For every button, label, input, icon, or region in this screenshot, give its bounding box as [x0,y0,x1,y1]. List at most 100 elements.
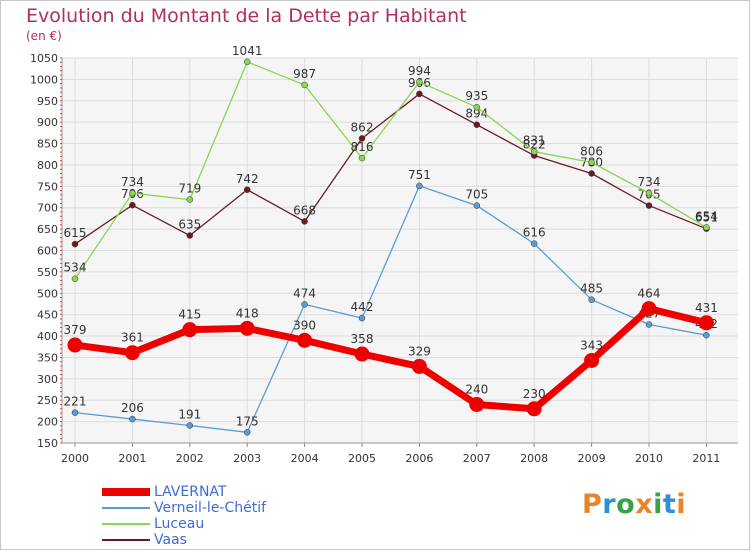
data-point-lavernat [354,346,370,362]
data-point-luceau [129,189,136,197]
data-point-vaas [358,135,366,142]
chart-subtitle: (en €) [26,29,62,43]
data-point-lavernat [698,315,714,331]
data-label-vaas: 862 [351,120,374,134]
x-tick-label: 2010 [635,452,663,465]
y-tick-label: 350 [37,351,58,364]
data-point-vaas [71,240,79,248]
legend-label-vaas: Vaas [154,532,187,548]
y-tick-label: 650 [37,223,58,236]
data-point-lavernat [469,397,485,412]
x-tick-label: 2006 [405,452,433,465]
data-label-verneil-le-ch-tif: 442 [351,300,374,314]
data-label-verneil-le-ch-tif: 206 [121,401,144,415]
data-label-verneil-le-ch-tif: 616 [523,226,546,240]
data-point-luceau [301,81,308,89]
data-point-verneil-le-ch-tif [301,301,308,308]
legend-label-lavernat: LAVERNAT [154,484,227,500]
y-tick-label: 1050 [30,52,58,65]
data-label-luceau: 994 [408,64,431,78]
legend-item-vaas: Vaas [102,532,322,548]
data-point-luceau [473,103,481,111]
legend-swatch-verneil [102,507,150,509]
legend-item-lavernat: LAVERNAT [102,484,322,500]
data-point-lavernat [67,337,83,353]
data-label-luceau: 734 [121,175,144,189]
y-tick-label: 450 [37,309,58,322]
x-tick-label: 2001 [118,452,146,465]
y-tick-label: 600 [37,245,58,258]
data-label-luceau: 654 [695,209,718,223]
data-label-luceau: 816 [351,140,374,154]
y-tick-label: 500 [37,287,58,300]
data-point-vaas [243,186,251,194]
data-label-lavernat: 240 [465,383,488,397]
data-label-vaas: 742 [236,172,259,186]
data-label-luceau: 831 [523,134,546,148]
data-label-lavernat: 390 [293,318,316,332]
y-tick-label: 850 [37,138,58,151]
series-line-vaas [74,93,707,245]
data-point-luceau [416,78,423,86]
data-label-vaas: 894 [465,107,488,121]
data-point-verneil-le-ch-tif [703,331,710,339]
data-label-verneil-le-ch-tif: 705 [465,188,488,202]
x-tick-label: 2003 [233,452,261,465]
data-point-luceau [71,275,79,282]
x-tick-label: 2004 [291,452,319,465]
data-label-verneil-le-ch-tif: 474 [293,286,316,300]
data-label-vaas: 635 [178,218,201,232]
data-point-lavernat [411,358,427,374]
data-point-verneil-le-ch-tif [416,182,423,190]
data-label-verneil-le-ch-tif: 221 [64,395,87,409]
data-label-vaas: 651 [695,211,718,225]
data-point-lavernat [239,320,255,336]
data-point-lavernat [297,332,313,348]
data-label-luceau: 534 [64,261,87,275]
data-point-vaas [129,201,136,209]
y-tick-label: 150 [37,437,58,450]
data-point-verneil-le-ch-tif [588,296,595,303]
data-point-vaas [186,232,194,239]
data-point-luceau [703,224,710,231]
series-line-luceau [74,61,707,280]
data-point-verneil-le-ch-tif [71,409,79,416]
legend-item-verneil: Verneil-le-Chétif [102,500,322,516]
y-tick-label: 800 [37,159,58,172]
x-tick-label: 2009 [578,452,606,465]
data-label-verneil-le-ch-tif: 751 [408,168,431,182]
data-label-lavernat: 379 [64,323,87,337]
x-tick-label: 2000 [61,452,89,465]
y-tick-label: 250 [37,394,58,407]
data-point-verneil-le-ch-tif [186,422,194,429]
y-tick-label: 300 [37,373,58,386]
data-label-lavernat: 464 [638,287,661,301]
y-tick-label: 200 [37,416,58,429]
data-label-lavernat: 329 [408,344,431,358]
data-label-verneil-le-ch-tif: 191 [178,407,201,421]
data-point-luceau [588,159,595,166]
data-point-vaas [301,218,308,225]
x-tick-label: 2008 [520,452,548,465]
data-label-lavernat: 358 [351,332,374,346]
legend-swatch-luceau [102,523,150,525]
data-point-verneil-le-ch-tif [243,429,251,436]
y-tick-label: 550 [37,266,58,279]
x-tick-label: 2011 [692,452,720,465]
data-label-luceau: 719 [178,182,201,196]
data-label-vaas: 615 [64,226,87,240]
data-point-luceau [645,189,653,197]
data-point-vaas [416,90,423,98]
y-tick-label: 1000 [30,73,58,86]
data-label-lavernat: 415 [178,308,201,322]
data-point-lavernat [124,345,140,361]
data-point-luceau [530,148,538,155]
data-label-luceau: 734 [638,175,661,189]
data-label-luceau: 935 [465,89,488,103]
data-label-vaas: 668 [293,203,316,217]
legend-label-verneil: Verneil-le-Chétif [154,500,267,516]
data-label-verneil-le-ch-tif: 175 [236,414,259,428]
data-point-verneil-le-ch-tif [530,240,538,247]
data-label-luceau: 987 [293,67,316,81]
